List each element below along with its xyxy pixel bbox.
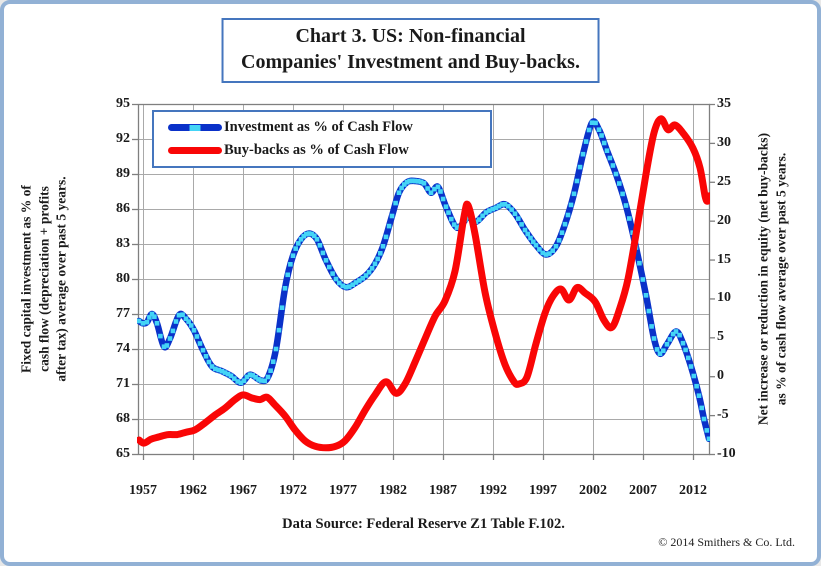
x-axis-tick-label: 1982 [379,483,407,498]
left-axis-tick-label: 92 [116,131,130,146]
chart-title-line2: Companies' Investment and Buy-backs. [241,51,580,74]
investment-marker-icon [189,124,201,131]
investment-series-line [137,118,710,443]
chart-title-box: Chart 3. US: Non-financial Companies' In… [221,18,600,83]
right-axis-tick-label: 0 [717,368,724,384]
left-axis-tick-label: 77 [116,306,130,321]
x-axis-tick-label: 1997 [529,483,557,498]
left-axis-tick-label: 95 [116,96,130,111]
left-axis-tick-label: 65 [116,446,130,461]
investment-line-swatch-icon [168,124,222,131]
left-axis-title-line2: cash flow (depreciation + profits [36,186,52,372]
x-axis-tick-label: 1967 [229,483,257,498]
right-axis-title-line1: Net increase or reduction in equity (net… [755,132,771,426]
left-axis-tick-label: 83 [116,236,130,251]
right-axis-tick-label: 35 [717,96,731,111]
legend-label-investment: Investment as % of Cash Flow [224,119,413,135]
x-axis-tick-label: 1972 [279,483,307,498]
left-axis-tick-label: 89 [116,166,130,181]
left-axis-tick-label: 80 [116,271,130,286]
right-axis-title: Net increase or reduction in equity (net… [754,133,789,425]
x-axis-tick-label: 2012 [679,483,707,498]
axis-ticks [132,103,715,460]
right-axis-tick-label: 15 [717,251,731,267]
x-axis-tick-label: 1957 [129,483,157,498]
copyright-note: © 2014 Smithers & Co. Ltd. [658,535,795,549]
x-axis-tick-label: 1962 [179,483,207,498]
right-axis-tick-label: -5 [717,407,729,423]
x-axis-tick-label: 1987 [429,483,457,498]
legend-label-buybacks: Buy-backs as % of Cash Flow [224,142,409,158]
x-axis-tick-label: 2002 [579,483,607,498]
x-axis-tick-label: 1992 [479,483,507,498]
data-source-note: Data Source: Federal Reserve Z1 Table F.… [282,516,565,532]
right-axis-tick-label: 5 [717,329,724,345]
chart-title-line1: Chart 3. US: Non-financial [295,25,526,47]
right-axis-tick-label: 20 [717,212,731,228]
x-axis-tick-label: 1977 [329,483,357,498]
x-axis-tick-label: 2007 [629,483,657,498]
legend: Investment as % of Cash Flow Buy-backs a… [152,110,492,168]
right-axis-tick-label: 25 [717,173,731,189]
left-axis-tick-label: 86 [116,201,130,216]
left-axis-title-line1: Fixed capital investment as % of [18,185,34,373]
buybacks-series-line [137,115,710,452]
right-axis-tick-label: 30 [717,134,731,150]
plot-frame [137,103,711,456]
right-axis-title-line2: as % of cash flow average over past 5 ye… [773,152,788,406]
left-axis-title: Fixed capital investment as % of cash fl… [18,176,71,381]
left-axis-tick-label: 71 [116,376,130,391]
legend-item-investment: Investment as % of Cash Flow [168,117,484,139]
right-axis-tick-label: 10 [717,290,731,306]
right-axis-tick-label: -10 [717,446,736,461]
left-axis-tick-label: 68 [116,411,130,426]
left-axis-tick-label: 74 [116,341,130,356]
left-axis-title-line3: after tax) average over past 5 years. [53,176,69,382]
buybacks-line-swatch-icon [168,147,222,154]
legend-item-buybacks: Buy-backs as % of Cash Flow [168,140,484,162]
